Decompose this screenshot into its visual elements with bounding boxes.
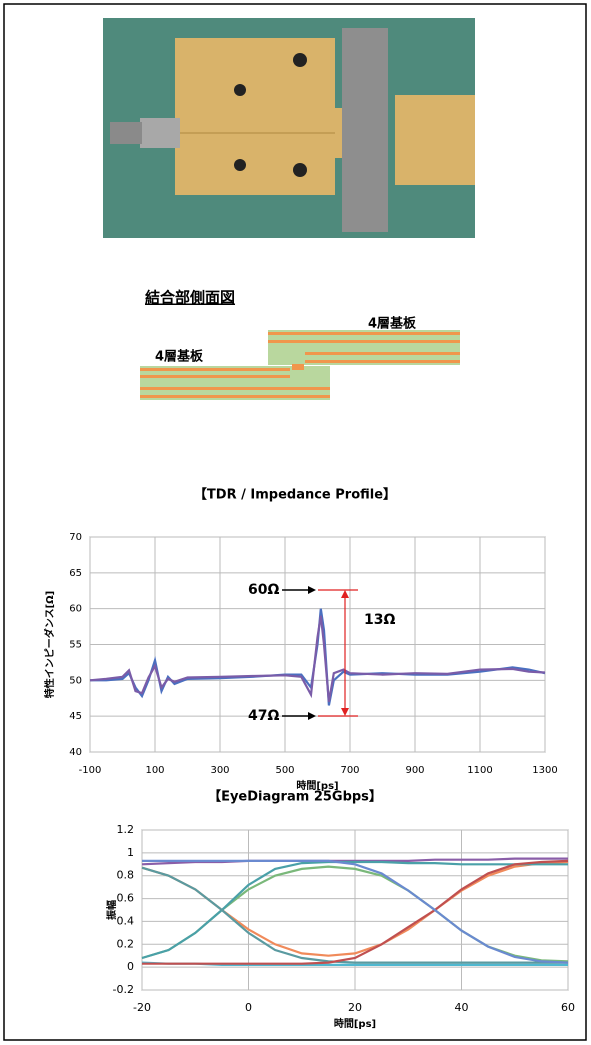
x-tick-label: 20 — [348, 1001, 362, 1014]
x-tick-label: 700 — [340, 765, 359, 776]
y-tick-label: 0.4 — [117, 914, 135, 927]
board-label: 4層基板 — [155, 349, 204, 365]
y-axis-label: 振幅 — [105, 900, 118, 920]
data-line — [89, 615, 546, 702]
x-tick-label: 60 — [561, 1001, 575, 1014]
x-tick-label: 100 — [145, 765, 164, 776]
y-tick-label: 0 — [127, 960, 134, 973]
y-tick-label: 45 — [69, 711, 82, 722]
data-line — [141, 866, 568, 964]
annotation: 60Ω — [248, 582, 279, 598]
x-axis-label: 時間[ps] — [296, 779, 338, 792]
arrow-head — [308, 586, 316, 594]
annotation: 47Ω — [248, 708, 279, 724]
y-axis-label: 特性インピーダンス[Ω] — [43, 591, 56, 698]
x-tick-label: 500 — [275, 765, 294, 776]
y-tick-label: 1.2 — [117, 823, 135, 836]
x-axis-label: 時間[ps] — [334, 1017, 376, 1030]
y-tick-label: 40 — [69, 747, 82, 758]
x-tick-label: 300 — [210, 765, 229, 776]
x-tick-label: 900 — [405, 765, 424, 776]
y-tick-label: 0.8 — [117, 869, 135, 882]
cross-section — [140, 330, 460, 400]
y-tick-label: 0.2 — [117, 937, 135, 950]
data-line — [142, 859, 569, 964]
data-line — [90, 608, 546, 706]
data-line — [141, 860, 568, 960]
x-tick-label: 40 — [455, 1001, 469, 1014]
y-tick-label: 65 — [69, 568, 82, 579]
y-tick-label: 60 — [69, 604, 82, 615]
y-tick-label: 55 — [69, 640, 82, 651]
x-tick-label: 0 — [245, 1001, 252, 1014]
x-tick-label: 1300 — [532, 765, 557, 776]
x-tick-label: -100 — [79, 765, 102, 776]
board-label: 4層基板 — [368, 316, 417, 332]
chart-title: 【TDR / Impedance Profile】 — [194, 487, 396, 503]
x-tick-label: 1100 — [467, 765, 492, 776]
data-line — [142, 859, 569, 965]
y-tick-label: 0.6 — [117, 892, 135, 905]
x-tick-label: -20 — [133, 1001, 151, 1014]
y-tick-label: -0.2 — [113, 983, 134, 996]
arrow-head — [308, 712, 316, 720]
y-tick-label: 50 — [69, 675, 82, 686]
photo — [103, 18, 475, 238]
y-tick-label: 1 — [127, 846, 134, 859]
chart-title: 【EyeDiagram 25Gbps】 — [208, 789, 382, 805]
diagram-title: 結合部側面図 — [145, 289, 235, 307]
annotation: 13Ω — [364, 612, 395, 628]
y-tick-label: 70 — [69, 532, 82, 543]
